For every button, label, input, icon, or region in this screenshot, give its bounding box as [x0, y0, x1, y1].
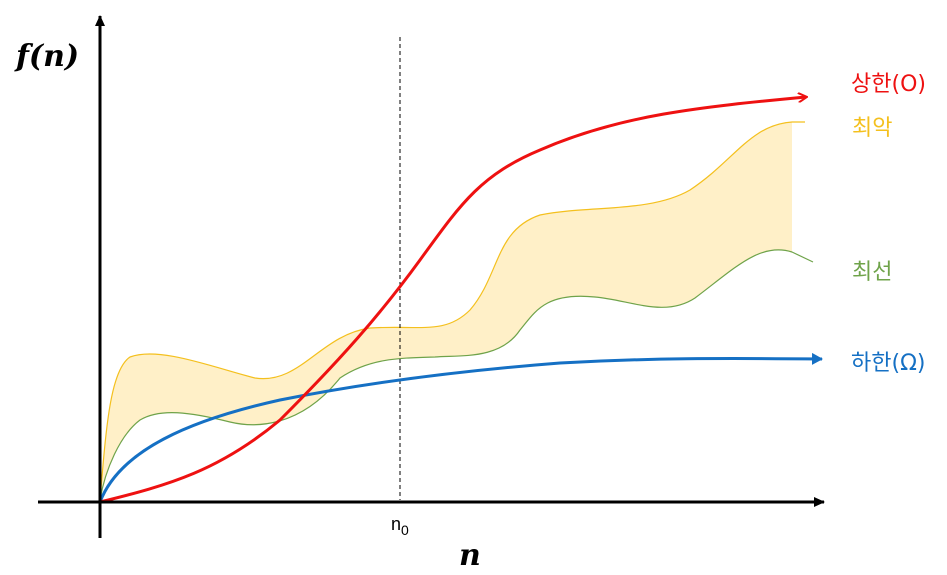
lower-bound-curve [98, 352, 823, 503]
best-case-curve [99, 249, 814, 501]
threshold-label-subscript: 0 [401, 522, 409, 538]
threshold-label: n0 [391, 514, 409, 538]
lower-bound-label: 하한(Ω) [851, 351, 925, 376]
best-case-label: 최선 [852, 260, 892, 285]
worst-case-curve [99, 121, 805, 501]
y-axis-title: f(n) [14, 39, 79, 74]
worst-case-label: 최악 [852, 116, 892, 141]
upper-bound-label: 상한(O) [851, 72, 926, 97]
worst-best-band [100, 122, 792, 500]
upper-bound-curve [99, 97, 806, 504]
x-axis-title: n [459, 538, 481, 573]
threshold-label-base: n [391, 514, 401, 534]
